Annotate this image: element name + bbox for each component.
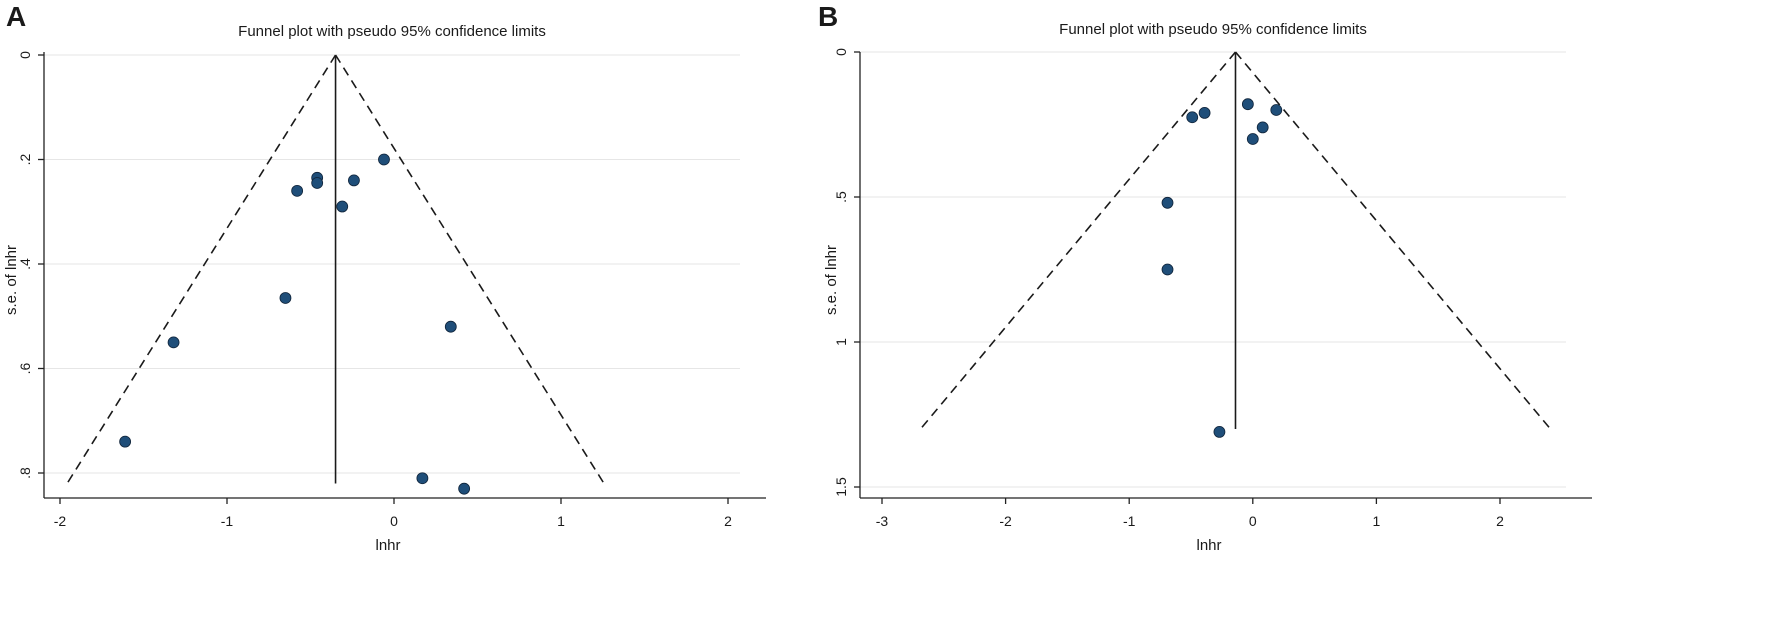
data-point — [1241, 98, 1254, 111]
data-point — [458, 482, 471, 495]
y-tick-label: 0 — [833, 48, 849, 56]
y-tick-label: .2 — [17, 153, 33, 165]
x-tick-label: -2 — [999, 513, 1012, 529]
x-tick-label: -3 — [876, 513, 889, 529]
data-point — [378, 153, 390, 166]
y-tick-label: .6 — [17, 362, 33, 374]
x-tick-label: 2 — [1496, 513, 1504, 529]
data-point — [1270, 104, 1283, 116]
y-axis-label: s.e. of lnhr — [823, 245, 840, 315]
x-tick-label: -1 — [221, 513, 234, 529]
panel-b: B Funnel plot with pseudo 95% confidence … — [818, 1, 1592, 554]
y-tick-label: 0 — [17, 51, 33, 59]
data-point — [1161, 196, 1174, 209]
x-axis-label: lnhr — [1196, 537, 1221, 554]
x-tick-label: -2 — [54, 513, 67, 529]
data-point — [1198, 107, 1211, 119]
y-tick-label: .8 — [17, 467, 33, 479]
x-tick-label: 0 — [1249, 513, 1257, 529]
data-point — [311, 177, 324, 189]
data-point — [416, 472, 429, 485]
data-point — [1246, 133, 1259, 145]
x-tick-label: -1 — [1123, 513, 1136, 529]
panel-a: A Funnel plot with pseudo 95% confidence … — [3, 1, 766, 554]
y-tick-label: .4 — [17, 258, 33, 270]
data-point — [1213, 425, 1226, 438]
data-point — [348, 174, 360, 187]
y-tick-label: 1 — [833, 338, 849, 346]
upper-confidence-limit — [1234, 51, 1552, 430]
data-point — [1161, 263, 1174, 276]
chart-title: Funnel plot with pseudo 95% confidence l… — [238, 23, 546, 40]
x-tick-label: 2 — [724, 513, 732, 529]
data-point — [119, 435, 132, 448]
y-tick-label: .5 — [833, 191, 849, 203]
data-point — [1256, 121, 1269, 134]
data-point — [444, 320, 457, 333]
panel-label: A — [6, 1, 26, 32]
chart-title: Funnel plot with pseudo 95% confidence l… — [1059, 21, 1367, 38]
data-point — [336, 200, 349, 213]
data-point — [279, 292, 292, 304]
data-point — [291, 184, 304, 197]
data-point — [1186, 111, 1199, 124]
x-tick-label: 1 — [1373, 513, 1381, 529]
upper-confidence-limit — [334, 54, 605, 484]
x-axis-label: lnhr — [375, 537, 400, 554]
x-tick-label: 0 — [390, 513, 398, 529]
data-point — [167, 336, 180, 349]
panel-label: B — [818, 1, 838, 32]
x-tick-label: 1 — [557, 513, 565, 529]
y-tick-label: 1.5 — [833, 477, 849, 497]
lower-confidence-limit — [66, 54, 337, 484]
lower-confidence-limit — [919, 51, 1237, 430]
y-axis-label: s.e. of lnhr — [3, 245, 20, 315]
